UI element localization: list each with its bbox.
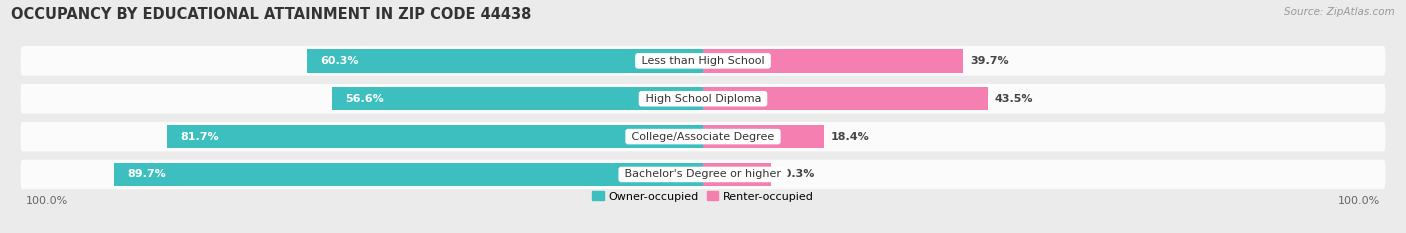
Bar (703, 163, 770, 186)
Text: Less than High School: Less than High School (638, 56, 768, 66)
Text: 60.3%: 60.3% (321, 56, 359, 66)
Text: Source: ZipAtlas.com: Source: ZipAtlas.com (1284, 7, 1395, 17)
Legend: Owner-occupied, Renter-occupied: Owner-occupied, Renter-occupied (588, 187, 818, 206)
Bar (703, 49, 963, 73)
Bar (703, 125, 824, 148)
Text: 81.7%: 81.7% (180, 132, 219, 142)
FancyBboxPatch shape (21, 84, 1385, 113)
FancyBboxPatch shape (21, 160, 1385, 189)
Text: 10.3%: 10.3% (778, 169, 815, 179)
Text: 39.7%: 39.7% (970, 56, 1008, 66)
Bar (703, 87, 988, 110)
Text: 89.7%: 89.7% (128, 169, 166, 179)
Text: 56.6%: 56.6% (344, 94, 384, 104)
Text: 43.5%: 43.5% (995, 94, 1033, 104)
Text: 18.4%: 18.4% (831, 132, 869, 142)
Text: Bachelor's Degree or higher: Bachelor's Degree or higher (621, 169, 785, 179)
Bar (167, 125, 703, 148)
Text: High School Diploma: High School Diploma (641, 94, 765, 104)
Bar (308, 49, 703, 73)
Text: College/Associate Degree: College/Associate Degree (628, 132, 778, 142)
Bar (114, 163, 703, 186)
Bar (332, 87, 703, 110)
FancyBboxPatch shape (21, 46, 1385, 76)
FancyBboxPatch shape (21, 122, 1385, 151)
Text: OCCUPANCY BY EDUCATIONAL ATTAINMENT IN ZIP CODE 44438: OCCUPANCY BY EDUCATIONAL ATTAINMENT IN Z… (11, 7, 531, 22)
